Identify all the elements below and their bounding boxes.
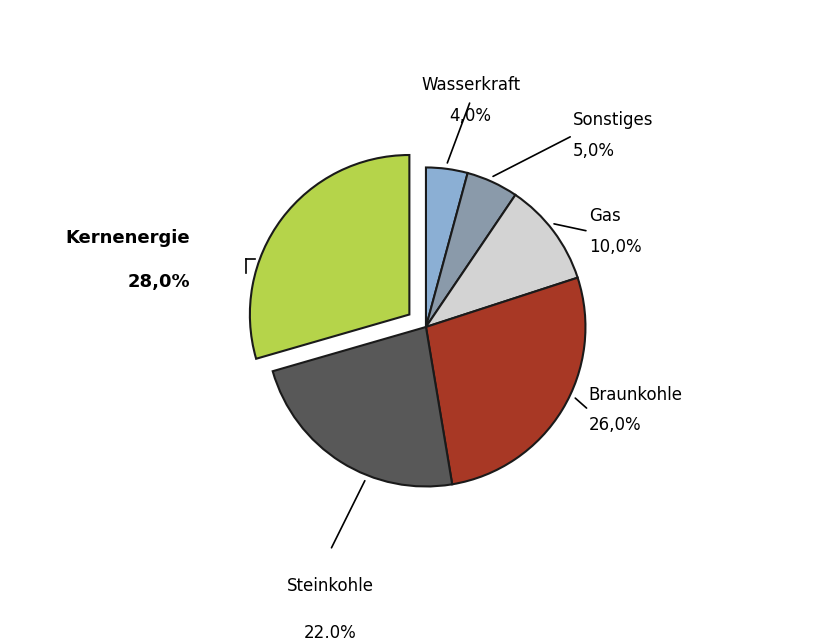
Text: 4,0%: 4,0%	[449, 107, 491, 125]
Text: Braunkohle: Braunkohle	[588, 385, 681, 403]
Wedge shape	[273, 327, 451, 486]
Wedge shape	[425, 195, 577, 327]
Text: 28,0%: 28,0%	[127, 273, 190, 291]
Text: Kernenergie: Kernenergie	[66, 229, 190, 247]
Wedge shape	[425, 173, 515, 327]
Text: 10,0%: 10,0%	[588, 237, 640, 256]
Wedge shape	[425, 278, 585, 484]
Text: Wasserkraft: Wasserkraft	[420, 76, 519, 94]
Text: 26,0%: 26,0%	[588, 416, 640, 434]
Text: Sonstiges: Sonstiges	[572, 111, 653, 129]
Wedge shape	[250, 155, 409, 359]
Text: Steinkohle: Steinkohle	[287, 577, 373, 595]
Text: 5,0%: 5,0%	[572, 142, 614, 160]
Text: 22,0%: 22,0%	[304, 623, 356, 638]
Wedge shape	[425, 167, 467, 327]
Text: Gas: Gas	[588, 207, 620, 225]
